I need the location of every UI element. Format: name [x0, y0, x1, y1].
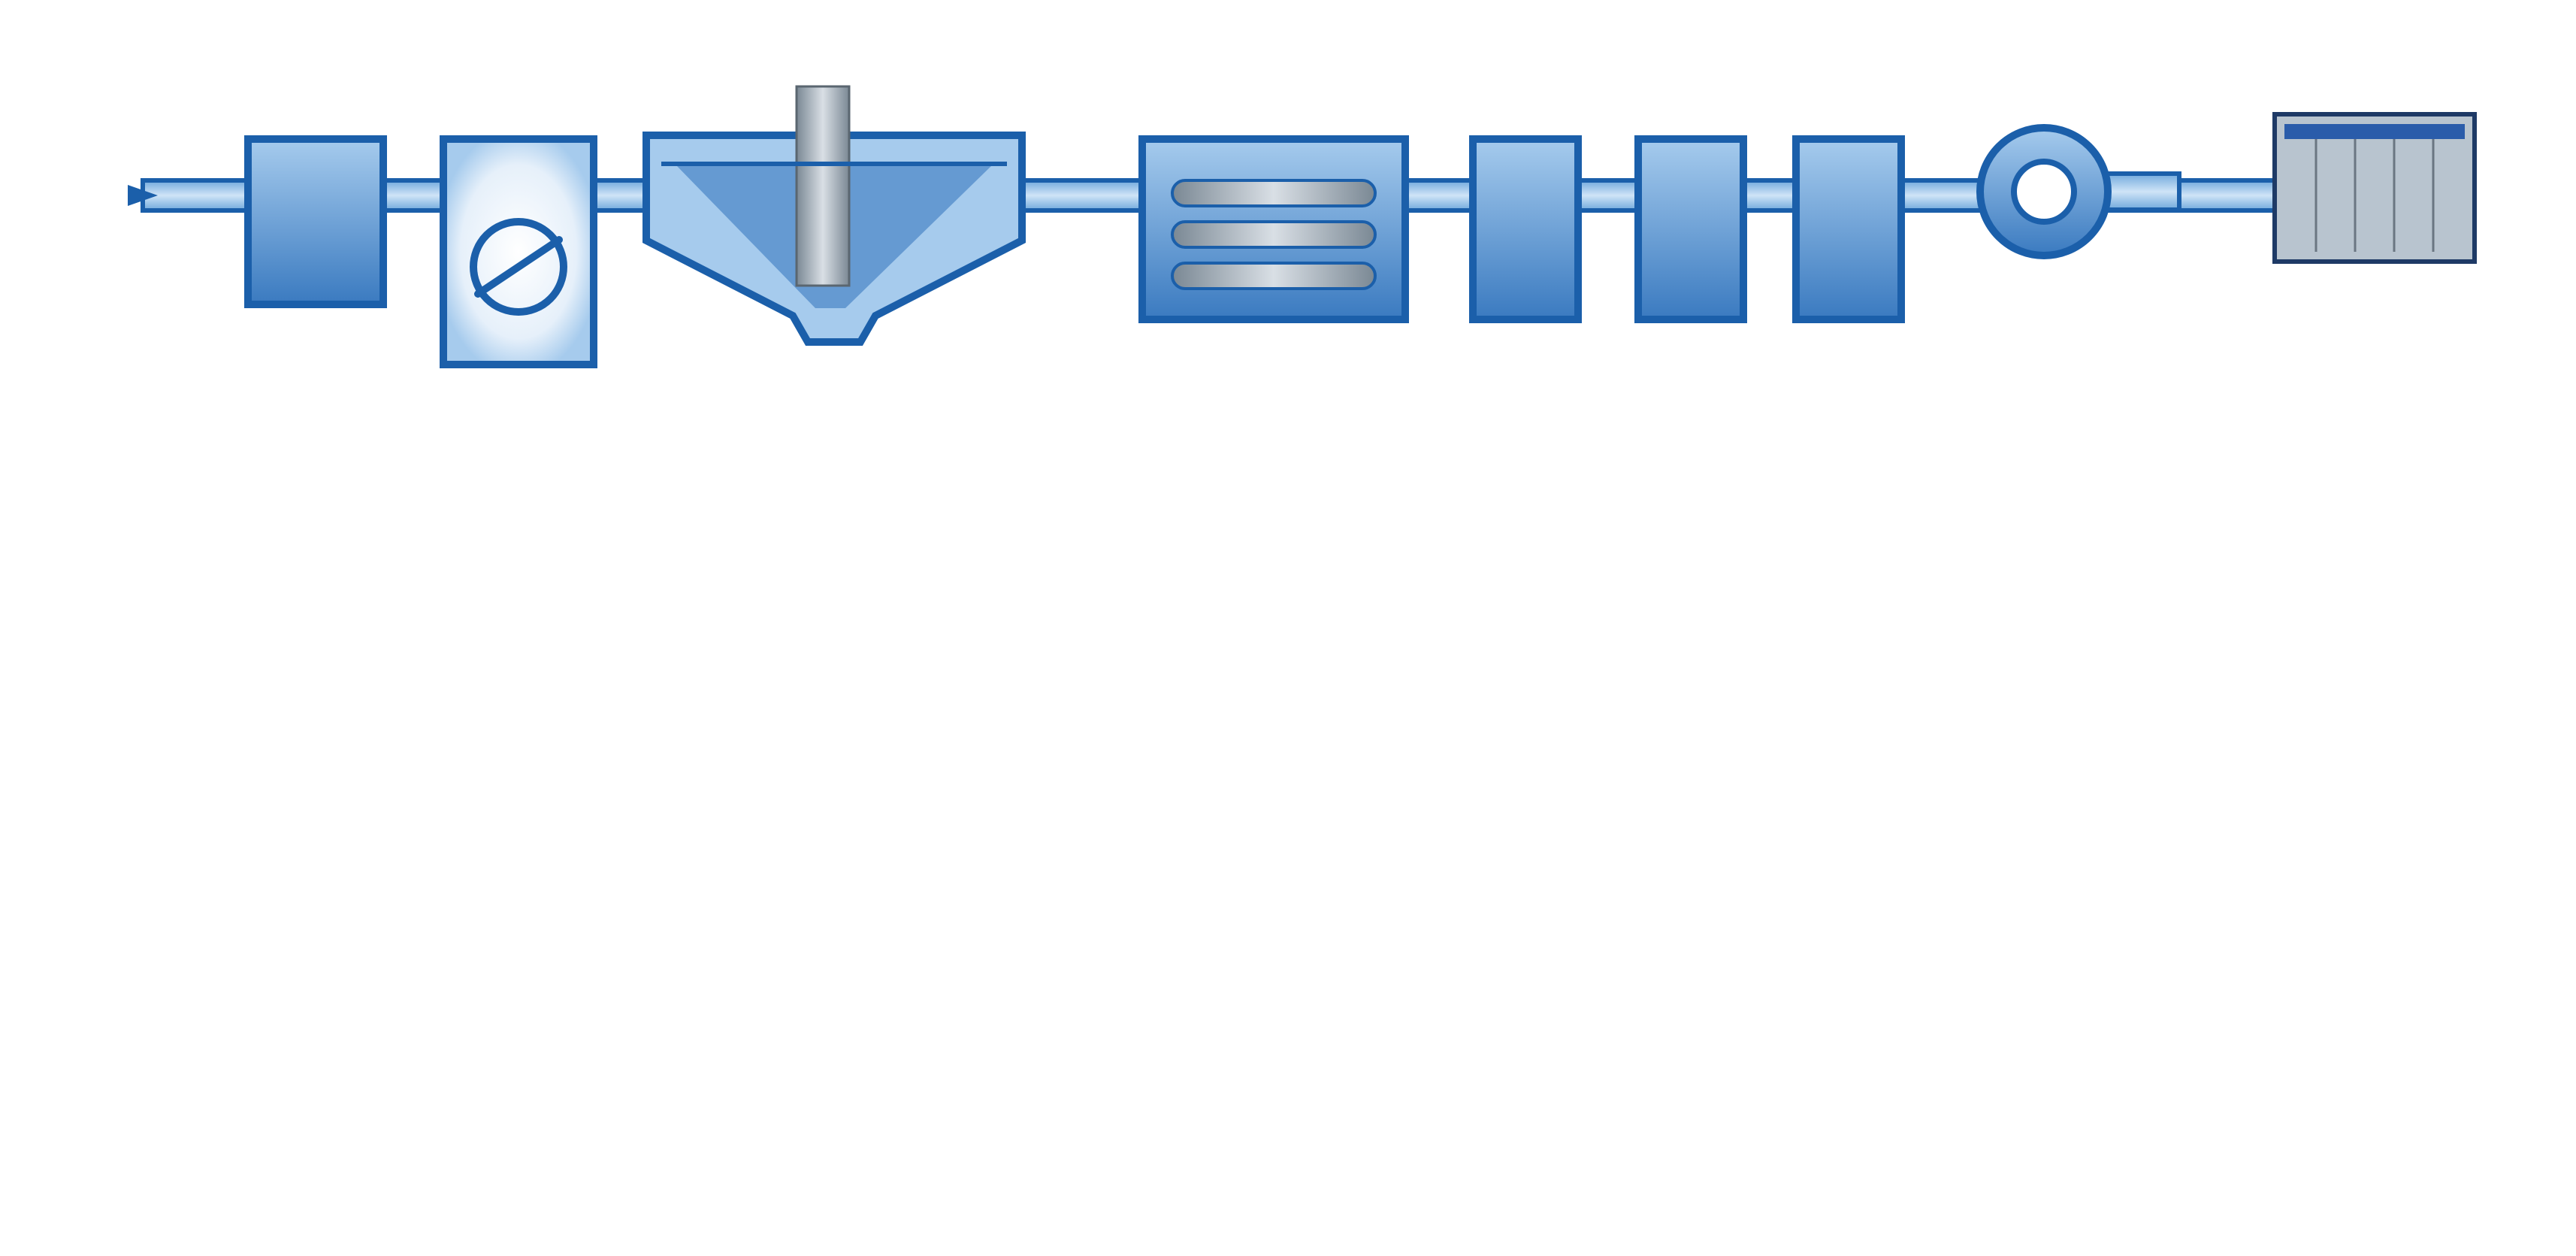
- process-flow-diagram: [0, 0, 2576, 1256]
- flocculation-tank: [443, 139, 594, 365]
- clearwell-unit: [1796, 139, 1901, 319]
- filter-media-bar-icon: [1172, 222, 1375, 247]
- filter-media-bar-icon: [1172, 180, 1375, 206]
- filter-media-bar-icon: [1172, 263, 1375, 289]
- sedimentation-column-icon: [797, 86, 849, 286]
- disinfect-unit: [1638, 139, 1743, 319]
- network-photo-header: [2284, 124, 2465, 139]
- deep-unit: [1473, 139, 1578, 319]
- pump-eye-icon: [2014, 162, 2074, 222]
- pretreat-unit: [248, 139, 383, 304]
- pump-outlet-pipe: [2108, 174, 2179, 210]
